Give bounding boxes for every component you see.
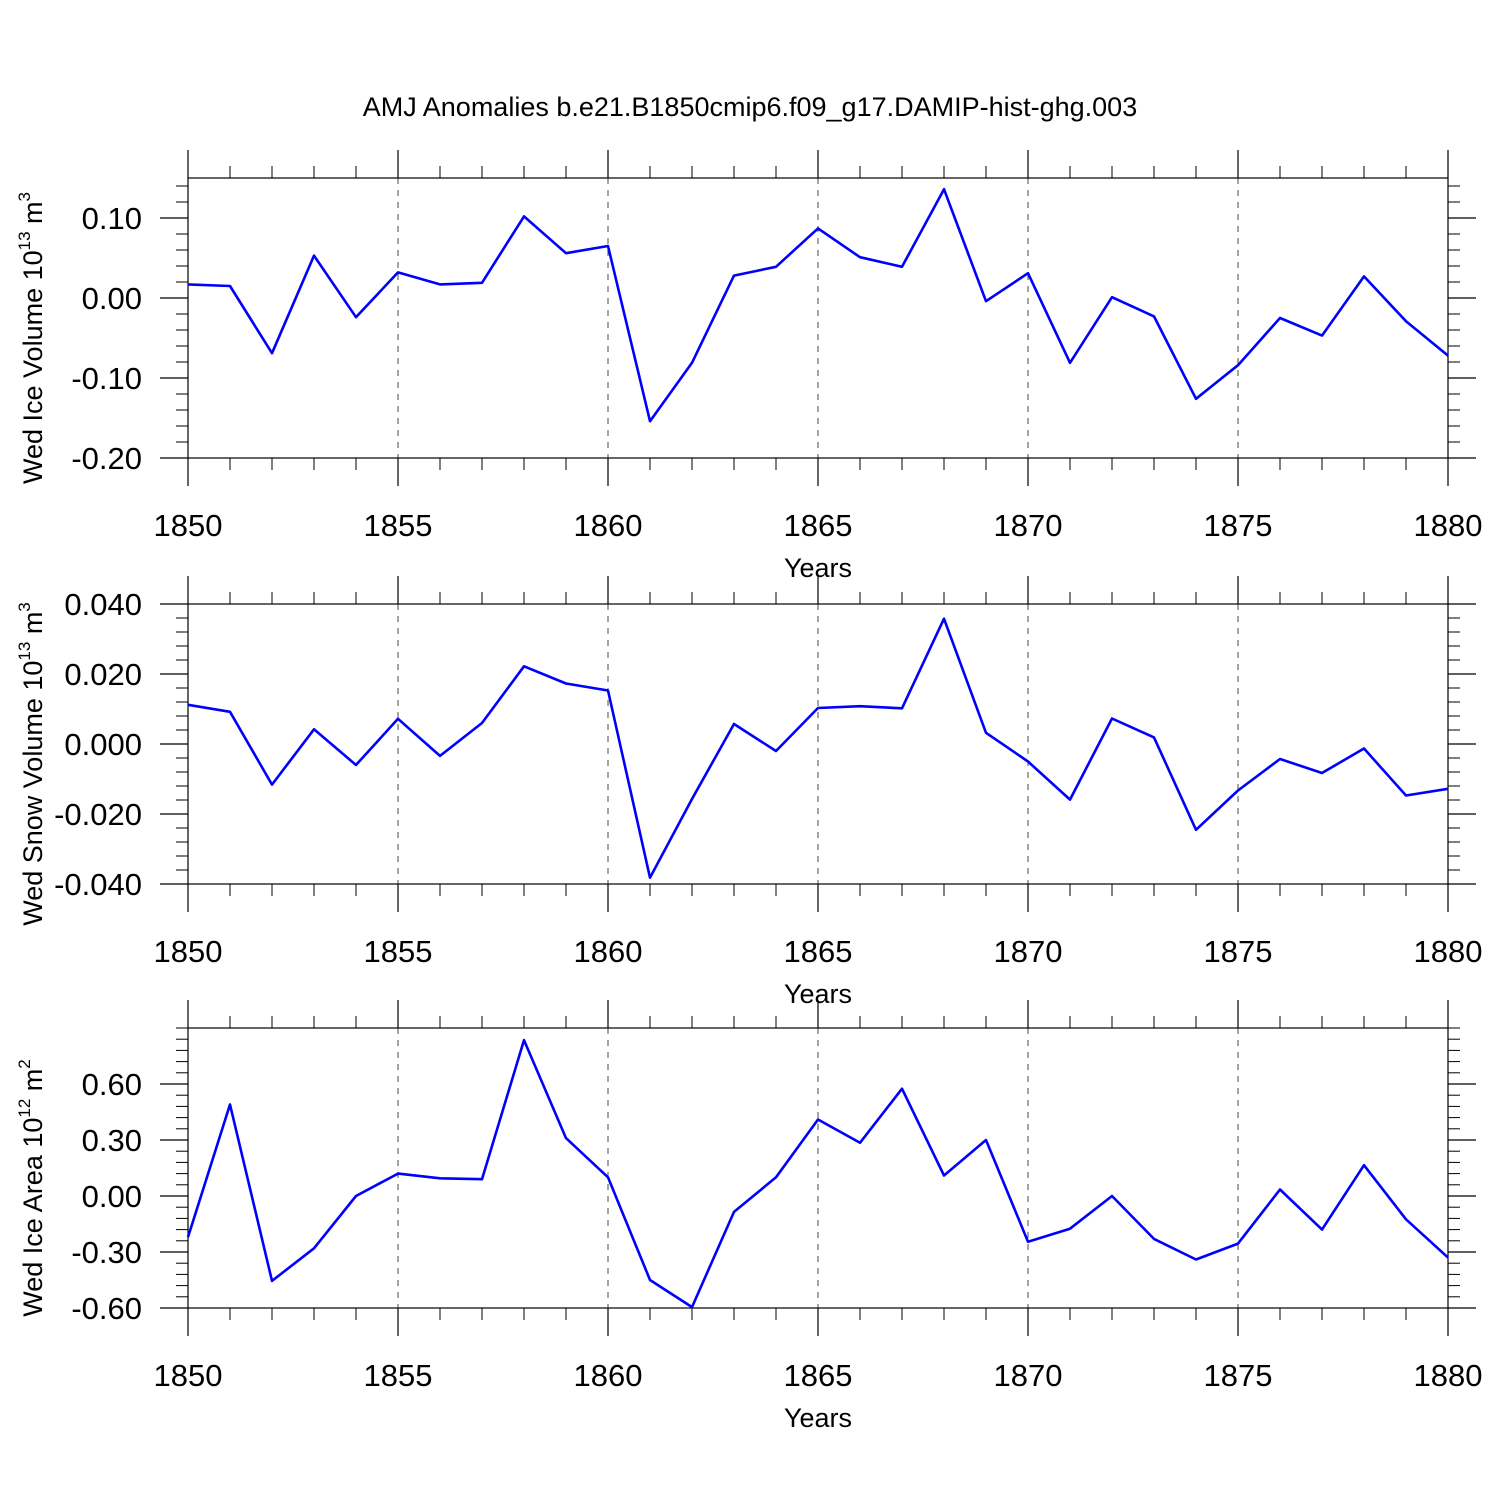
series-line — [186, 1038, 1449, 1309]
y-tick-label: -0.30 — [71, 1235, 142, 1270]
x-tick-label: 1865 — [784, 508, 853, 543]
x-tick-label: 1855 — [364, 934, 433, 969]
panel-3: -0.60 -0.30 0.00 0.30 0.60 1850 1855 1860 1865 18… — [15, 1000, 1482, 1433]
x-tick-label: 1855 — [364, 1358, 433, 1393]
x-tick-label: 1850 — [154, 934, 223, 969]
y-tick-label: 0.60 — [82, 1067, 142, 1102]
y-tick-label: -0.60 — [71, 1291, 142, 1326]
y-tick-label: -0.040 — [54, 867, 142, 902]
y-tick-label: 0.30 — [82, 1123, 142, 1158]
x-tick-label: 1870 — [994, 934, 1063, 969]
y-tick-label: 0.000 — [64, 727, 142, 762]
y-tick-label: 0.040 — [64, 587, 142, 622]
panel-2: -0.040 -0.020 0.000 0.020 0.040 1850 1855 1860 1… — [15, 576, 1482, 1009]
x-tick-label: 1850 — [154, 1358, 223, 1393]
x-tick-label: 1860 — [574, 934, 643, 969]
x-tick-label: 1860 — [574, 1358, 643, 1393]
x-tick-label: 1865 — [784, 934, 853, 969]
x-tick-label: 1875 — [1204, 934, 1273, 969]
y-tick-label: -0.10 — [71, 361, 142, 396]
y-axis-label: Wed Snow Volume 1013 m3 — [15, 602, 48, 926]
y-tick-label: 0.00 — [82, 281, 142, 316]
x-axis-label: Years — [784, 1403, 852, 1433]
chart-title: AMJ Anomalies b.e21.B1850cmip6.f09_g17.D… — [363, 92, 1137, 122]
y-axis-label: Wed Ice Volume 1013 m3 — [15, 192, 48, 484]
x-tick-label: 1880 — [1414, 508, 1483, 543]
y-tick-label: 0.020 — [64, 657, 142, 692]
x-tick-label: 1850 — [154, 508, 223, 543]
x-tick-label: 1880 — [1414, 934, 1483, 969]
x-tick-label: 1875 — [1204, 1358, 1273, 1393]
y-tick-label: -0.20 — [71, 441, 142, 476]
panel-1: -0.20 -0.10 0.00 0.10 1850 1855 1860 1865 1870 18… — [15, 150, 1482, 583]
series-line — [187, 617, 1449, 880]
y-axis-label: Wed Ice Area 1012 m2 — [15, 1059, 48, 1317]
x-tick-label: 1855 — [364, 508, 433, 543]
y-tick-label: 0.10 — [82, 201, 142, 236]
x-tick-label: 1875 — [1204, 508, 1273, 543]
y-tick-label: 0.00 — [82, 1179, 142, 1214]
x-tick-label: 1860 — [574, 508, 643, 543]
y-tick-label: -0.020 — [54, 797, 142, 832]
x-tick-label: 1865 — [784, 1358, 853, 1393]
series-line — [187, 187, 1449, 423]
x-tick-label: 1880 — [1414, 1358, 1483, 1393]
x-tick-label: 1870 — [994, 1358, 1063, 1393]
x-tick-label: 1870 — [994, 508, 1063, 543]
